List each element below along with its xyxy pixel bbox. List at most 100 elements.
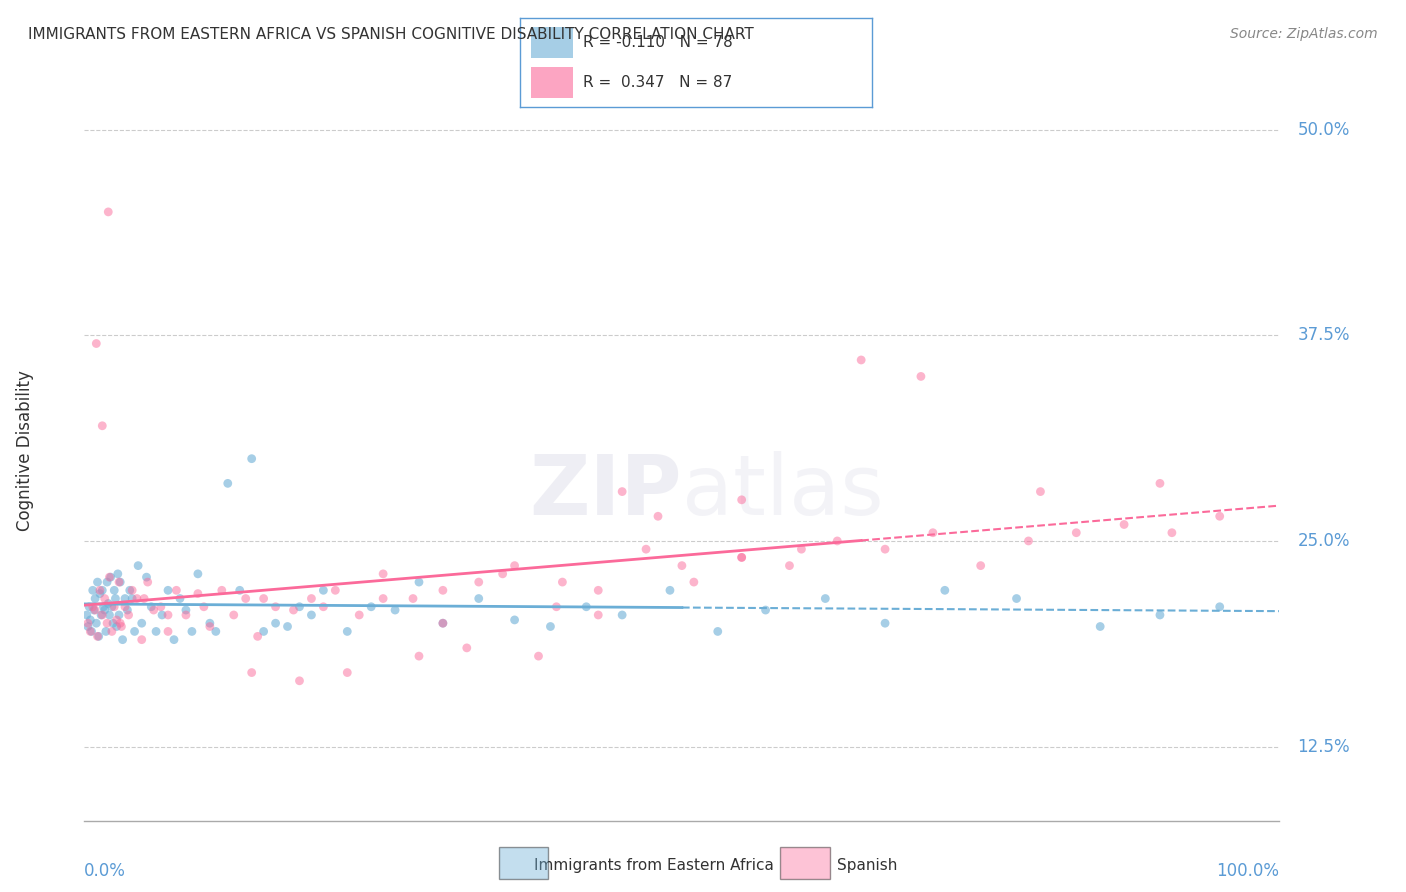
Point — [101, 599, 124, 614]
Point — [198, 619, 221, 633]
Point — [82, 583, 104, 598]
Point — [1161, 525, 1184, 540]
Point — [408, 575, 430, 590]
Point — [131, 632, 153, 647]
Point — [707, 624, 730, 639]
Point — [80, 624, 103, 639]
Bar — [531, 27, 574, 58]
Point — [198, 616, 221, 631]
Point — [110, 619, 132, 633]
Point — [141, 599, 163, 614]
Point — [193, 599, 215, 614]
Point — [181, 624, 204, 639]
Point — [301, 607, 323, 622]
Point — [165, 583, 187, 598]
Point — [970, 558, 993, 573]
Point — [827, 533, 849, 548]
Point — [114, 599, 136, 614]
Point — [86, 336, 108, 351]
Point — [301, 591, 323, 606]
Point — [131, 616, 153, 631]
Point — [110, 616, 132, 631]
Text: R = -0.110   N = 78: R = -0.110 N = 78 — [583, 36, 734, 50]
Text: Cognitive Disability: Cognitive Disability — [15, 370, 34, 531]
Point — [468, 575, 491, 590]
Point — [124, 624, 146, 639]
Point — [253, 624, 276, 639]
Point — [373, 566, 395, 581]
Point — [86, 616, 108, 631]
Point — [922, 525, 945, 540]
Point — [1209, 509, 1232, 524]
Point — [125, 591, 148, 606]
Point — [402, 591, 425, 606]
Point — [117, 603, 139, 617]
Point — [86, 575, 108, 590]
Point — [108, 607, 131, 622]
Text: Spanish: Spanish — [837, 858, 897, 872]
Point — [1149, 607, 1171, 622]
Point — [779, 558, 801, 573]
Point — [288, 599, 311, 614]
Point — [731, 550, 754, 565]
Point — [132, 591, 156, 606]
Point — [875, 616, 897, 631]
Point — [121, 583, 143, 598]
Point — [910, 369, 932, 384]
Point — [91, 418, 114, 433]
Point — [104, 591, 127, 606]
Point — [288, 673, 311, 688]
Point — [89, 586, 111, 600]
Point — [83, 603, 105, 617]
Point — [157, 607, 180, 622]
Point — [240, 665, 263, 680]
Point — [790, 542, 813, 557]
Point — [588, 583, 610, 598]
Point — [90, 607, 112, 622]
Point — [1209, 599, 1232, 614]
Point — [540, 619, 562, 633]
Point — [814, 591, 837, 606]
Point — [79, 624, 101, 639]
Point — [875, 542, 897, 557]
Point — [174, 603, 197, 617]
Point — [121, 591, 143, 606]
Point — [253, 591, 276, 606]
Point — [96, 616, 118, 631]
Point — [84, 603, 107, 617]
Point — [135, 570, 157, 584]
Point — [456, 640, 478, 655]
Point — [235, 591, 257, 606]
Point — [408, 649, 430, 664]
Point — [647, 509, 669, 524]
Point — [217, 476, 239, 491]
Point — [1066, 525, 1088, 540]
Point — [77, 619, 100, 633]
Point — [77, 616, 100, 631]
Point — [349, 607, 371, 622]
Point — [77, 599, 100, 614]
Text: 25.0%: 25.0% — [1298, 532, 1350, 550]
Text: 50.0%: 50.0% — [1298, 120, 1350, 138]
Point — [149, 599, 172, 614]
Point — [336, 665, 359, 680]
Point — [731, 550, 754, 565]
Text: Source: ZipAtlas.com: Source: ZipAtlas.com — [1230, 27, 1378, 41]
Point — [1114, 517, 1136, 532]
Text: 0.0%: 0.0% — [84, 862, 127, 880]
Point — [468, 591, 491, 606]
Point — [240, 451, 263, 466]
Point — [546, 599, 568, 614]
Point — [851, 353, 873, 368]
Text: ZIP: ZIP — [530, 451, 682, 533]
Point — [503, 558, 526, 573]
Point — [118, 583, 141, 598]
Text: 100.0%: 100.0% — [1216, 862, 1279, 880]
Point — [107, 566, 129, 581]
Text: 37.5%: 37.5% — [1298, 326, 1350, 344]
Point — [103, 599, 125, 614]
Point — [211, 583, 233, 598]
Point — [755, 603, 778, 617]
Point — [246, 629, 269, 643]
Point — [91, 583, 114, 598]
